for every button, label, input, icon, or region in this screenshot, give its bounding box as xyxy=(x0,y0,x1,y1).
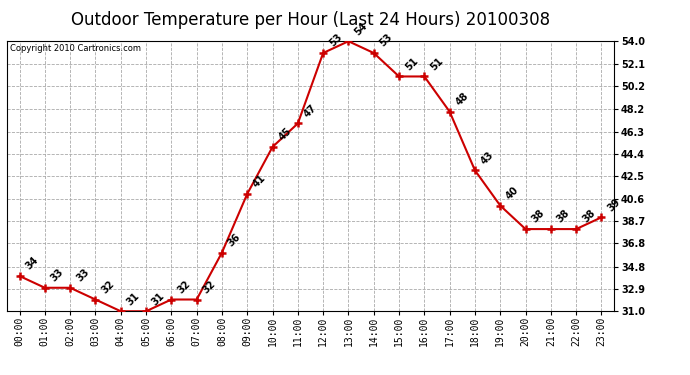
Text: 51: 51 xyxy=(428,56,445,72)
Text: 38: 38 xyxy=(530,208,546,225)
Text: 36: 36 xyxy=(226,232,243,248)
Text: 41: 41 xyxy=(251,173,268,190)
Text: 53: 53 xyxy=(378,32,395,49)
Text: 32: 32 xyxy=(99,279,116,296)
Text: 33: 33 xyxy=(75,267,91,284)
Text: 32: 32 xyxy=(201,279,217,296)
Text: 38: 38 xyxy=(580,208,597,225)
Text: 32: 32 xyxy=(175,279,192,296)
Text: Copyright 2010 Cartronics.com: Copyright 2010 Cartronics.com xyxy=(10,44,141,53)
Text: 48: 48 xyxy=(454,91,471,108)
Text: 47: 47 xyxy=(302,103,319,119)
Text: 33: 33 xyxy=(49,267,66,284)
Text: 54: 54 xyxy=(353,21,369,37)
Text: 38: 38 xyxy=(555,208,572,225)
Text: 43: 43 xyxy=(479,150,495,166)
Text: 39: 39 xyxy=(606,196,622,213)
Text: 51: 51 xyxy=(403,56,420,72)
Text: 53: 53 xyxy=(327,32,344,49)
Text: 31: 31 xyxy=(125,291,141,307)
Text: Outdoor Temperature per Hour (Last 24 Hours) 20100308: Outdoor Temperature per Hour (Last 24 Ho… xyxy=(71,11,550,29)
Text: 40: 40 xyxy=(504,185,521,201)
Text: 45: 45 xyxy=(277,126,293,143)
Text: 34: 34 xyxy=(23,255,40,272)
Text: 31: 31 xyxy=(150,291,167,307)
